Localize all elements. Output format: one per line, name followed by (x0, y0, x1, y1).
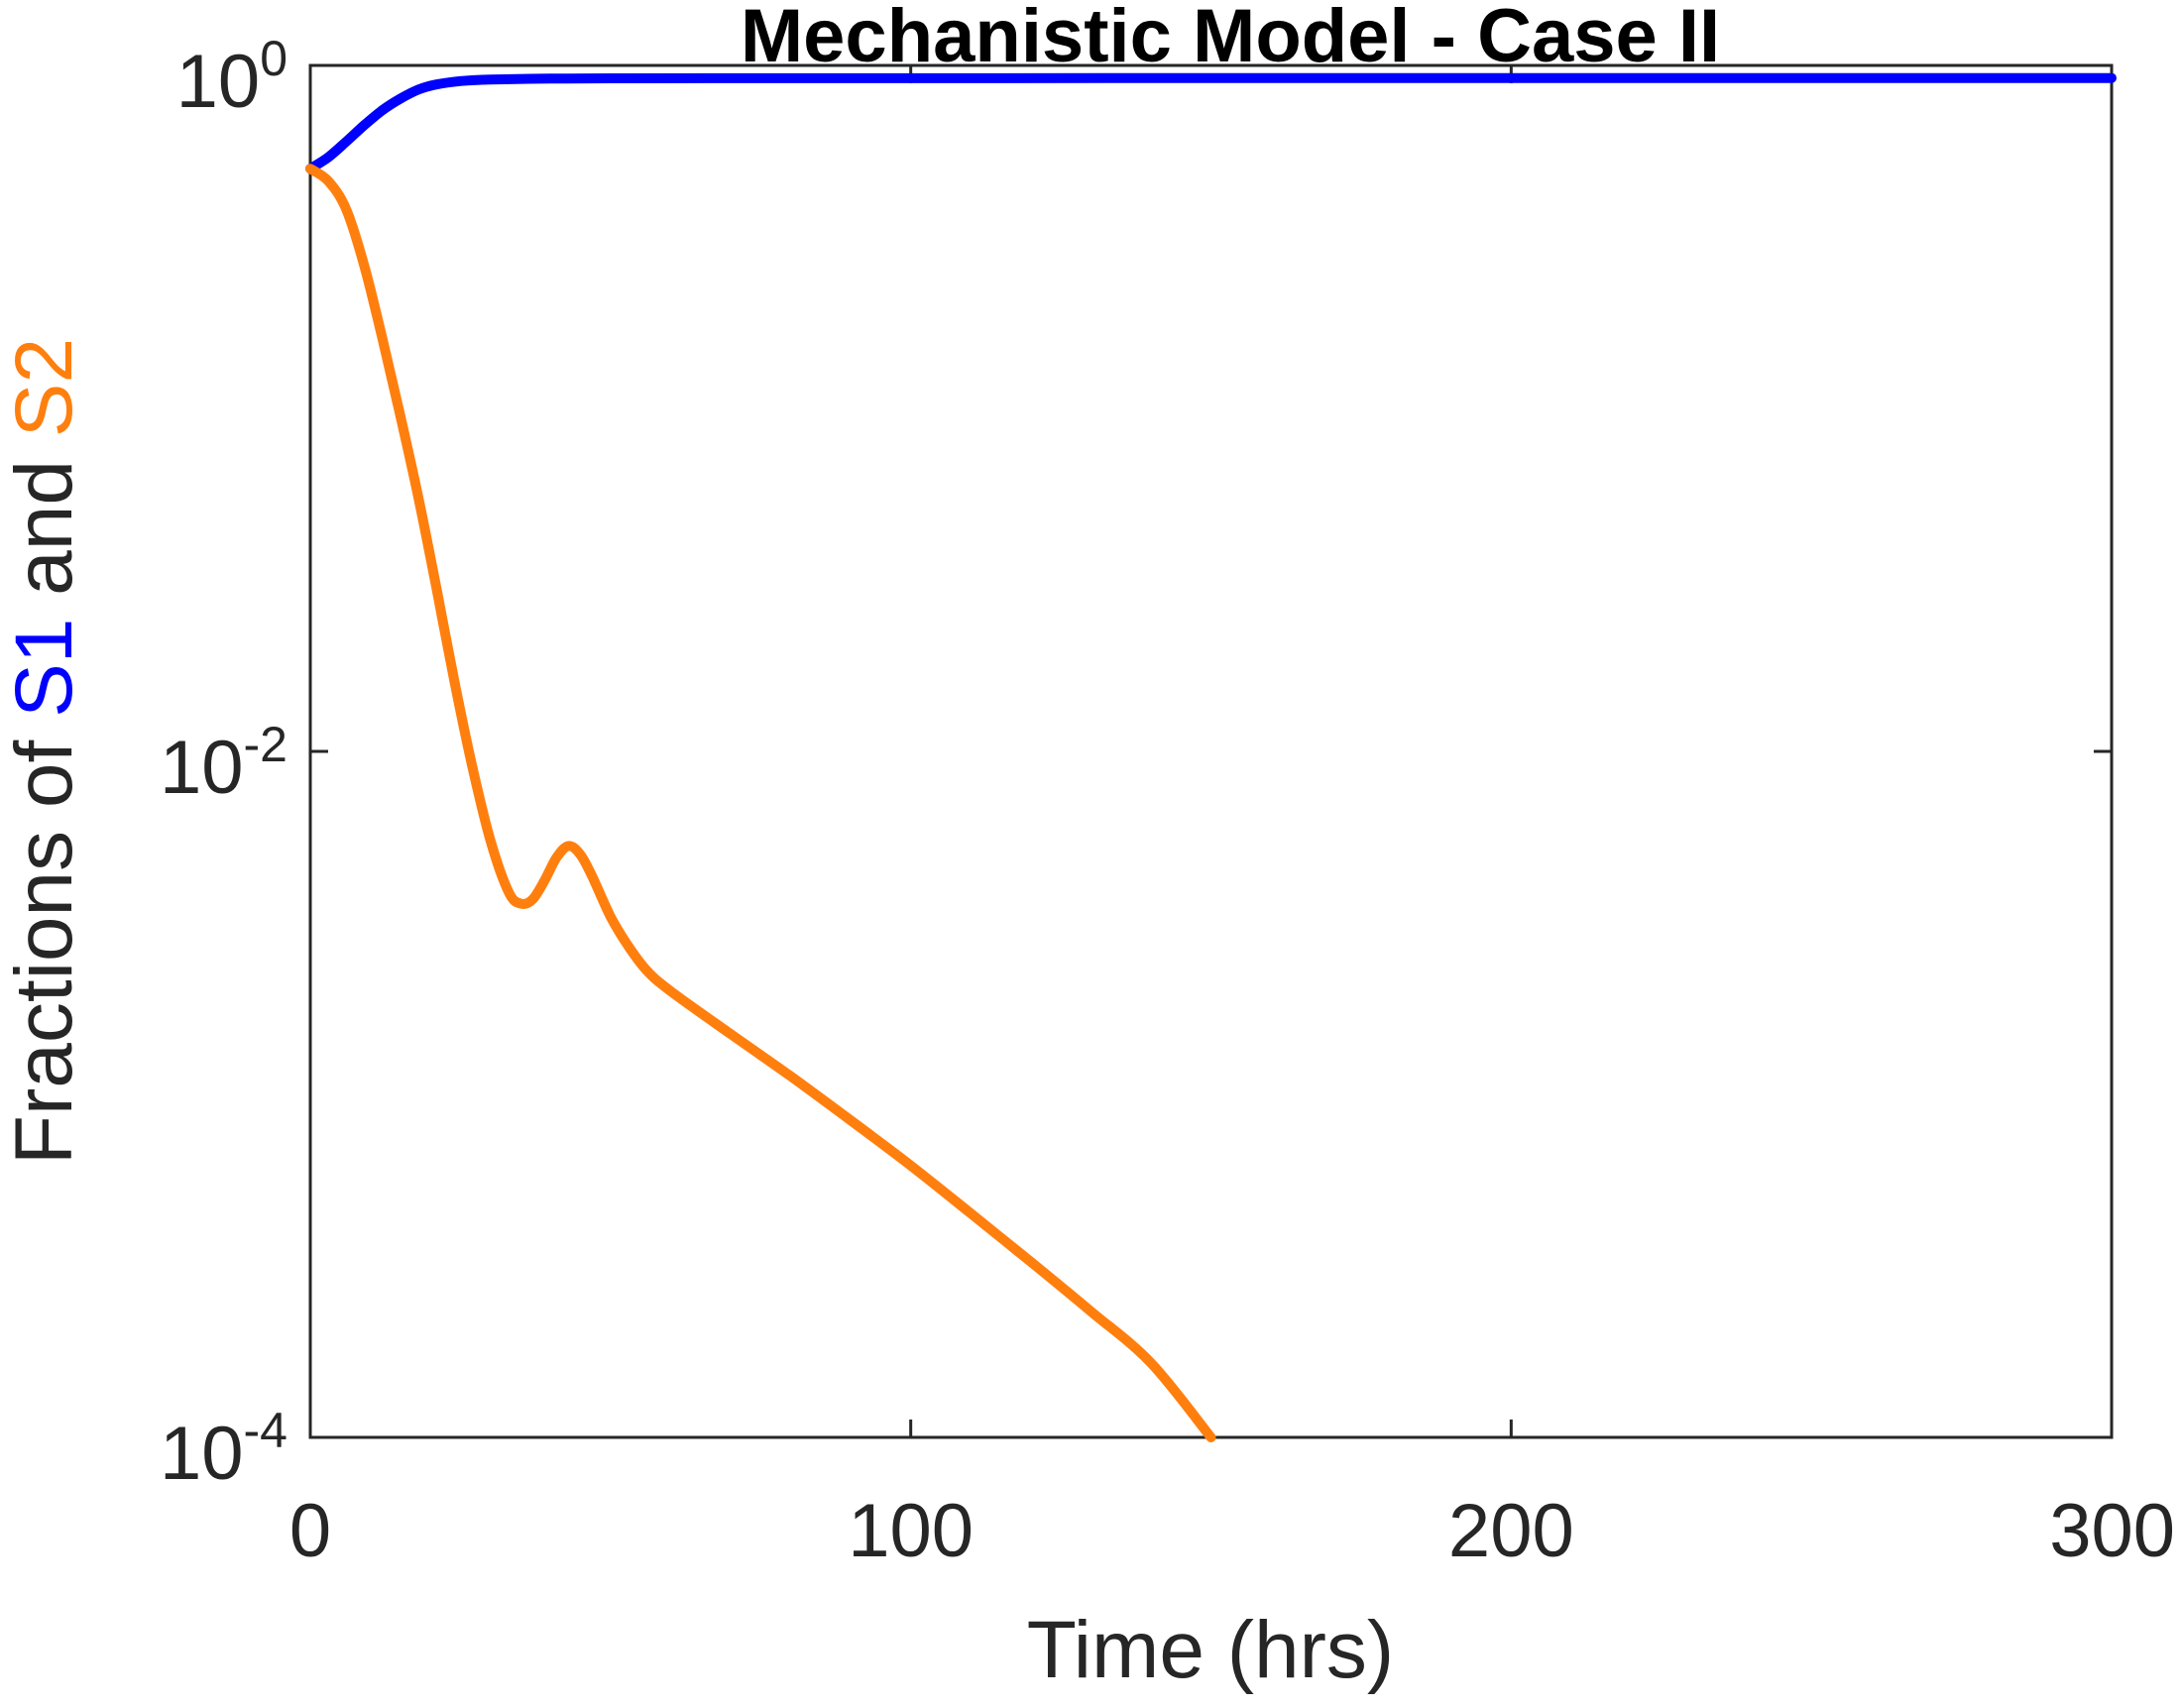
x-tick-label: 200 (1448, 1489, 1574, 1573)
series-line-s1 (305, 72, 2117, 174)
x-tick-label: 300 (2049, 1489, 2175, 1573)
y-axis-label-prefix: Fractions of (0, 718, 89, 1165)
series-line-s2 (305, 164, 1216, 1442)
x-axis: 0 100 200 300 (289, 65, 2175, 1573)
x-tick-label: 100 (848, 1489, 974, 1573)
y-axis-label-s2: S2 (0, 338, 89, 437)
series-layer (305, 72, 2117, 1442)
y-tick-label: 10-2 (160, 717, 287, 810)
x-tick-label: 0 (289, 1489, 331, 1573)
y-tick-label: 10-4 (160, 1403, 287, 1496)
y-axis-label-middle: and (0, 437, 89, 618)
y-axis-label: Fractions of S1 and S2 (0, 338, 89, 1165)
y-tick-label: 100 (176, 31, 287, 124)
y-axis-label-s1: S1 (0, 619, 89, 718)
x-axis-label: Time (hrs) (1027, 1605, 1394, 1695)
y-axis: 10-4 10-2 100 (160, 31, 2112, 1496)
plot-area (308, 63, 2114, 1439)
